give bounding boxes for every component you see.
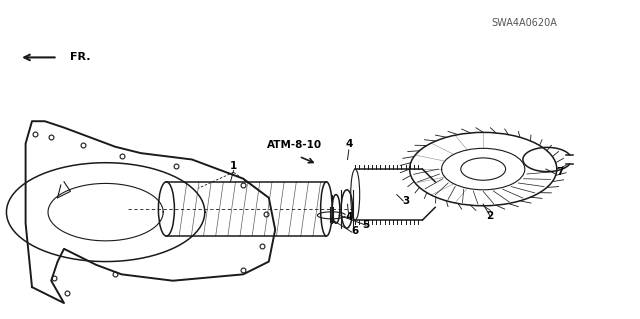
Text: 4: 4 [345,212,353,222]
Text: 2: 2 [486,211,493,220]
Text: SWA4A0620A: SWA4A0620A [492,18,557,27]
Text: FR.: FR. [70,52,91,63]
Text: 4: 4 [345,139,353,149]
Text: 5: 5 [362,220,370,230]
Text: 3: 3 [403,196,410,206]
Text: 1: 1 [230,161,237,171]
Text: 6: 6 [351,226,359,236]
Text: 7: 7 [556,167,564,177]
Text: ATM-8-10: ATM-8-10 [267,140,322,150]
